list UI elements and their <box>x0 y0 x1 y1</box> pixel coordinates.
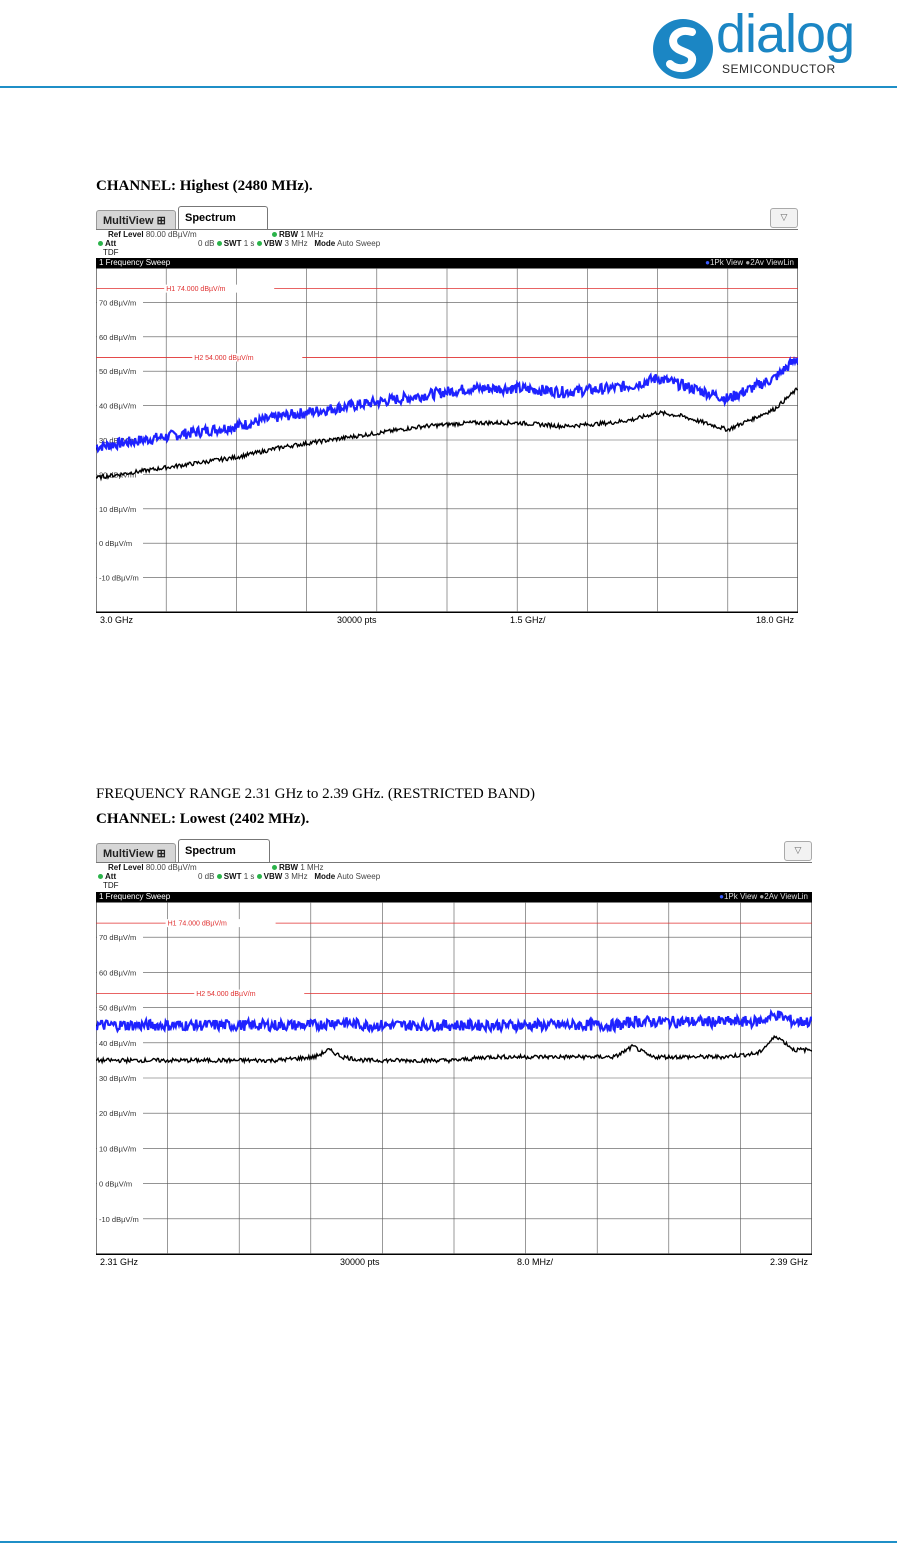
tdf-info: TDF <box>103 248 119 257</box>
x-stop: 18.0 GHz <box>755 615 794 625</box>
att-value: 0 dB SWT 1 s VBW 3 MHz Mode Auto Sweep <box>198 872 381 881</box>
att-info: Att <box>98 872 116 881</box>
trace-av <box>96 387 798 482</box>
sweep-title-bar: 1 Frequency Sweep ●1Pk View ●2Av ViewLin <box>96 258 798 268</box>
trace-av <box>96 1034 812 1065</box>
spectrum-plot-1: 70 dBµV/m60 dBµV/m50 dBµV/m40 dBµV/m30 d… <box>96 268 798 612</box>
logo-subtitle: SEMICONDUCTOR <box>722 62 836 76</box>
tab-multiview[interactable]: MultiView ⊞ <box>96 210 176 230</box>
spectrum-plot-2: 70 dBµV/m 60 dBµV/m 50 dBµV/m 40 dBµV/m 30 d… <box>96 902 812 1254</box>
chart1-channel-caption: CHANNEL: Highest (2480 MHz). <box>96 178 313 194</box>
company-logo: dialog SEMICONDUCTOR <box>652 4 892 80</box>
x-div: 1.5 GHz/ <box>510 615 546 625</box>
chart2-channel-caption: CHANNEL: Lowest (2402 MHz). <box>96 811 310 827</box>
ref-level-info: Ref Level 80.00 dBµV/m <box>108 230 197 239</box>
y-tick-label: 70 dBµV/m <box>99 933 136 942</box>
y-tick-label: 0 dBµV/m <box>99 1180 132 1189</box>
x-div: 8.0 MHz/ <box>517 1257 554 1267</box>
dropdown-button[interactable]: ▽ <box>784 841 812 861</box>
y-tick-label: 40 dBµV/m <box>99 1039 136 1048</box>
y-tick-label: 0 dBµV/m <box>99 539 132 548</box>
y-tick-label: 40 dBµV/m <box>99 402 136 411</box>
y-tick-label: 50 dBµV/m <box>99 367 136 376</box>
y-tick-label: 60 dBµV/m <box>99 333 136 342</box>
footer-rule <box>0 1541 897 1543</box>
tab-spectrum[interactable]: Spectrum <box>178 206 268 230</box>
y-tick-label: 30 dBµV/m <box>99 1074 136 1083</box>
y-tick-label: 20 dBµV/m <box>99 1109 136 1118</box>
y-tick-label: 50 dBµV/m <box>99 1004 136 1013</box>
tab-multiview[interactable]: MultiView ⊞ <box>96 843 176 863</box>
x-axis-footer-2: 2.31 GHz 30000 pts 8.0 MHz/ 2.39 GHz <box>96 1254 812 1269</box>
trace-pk <box>96 355 798 454</box>
sweep-title-bar: 1 Frequency Sweep ●1Pk View ●2Av ViewLin <box>96 892 812 902</box>
att-info: Att <box>98 239 116 248</box>
y-tick-label: -10 dBµV/m <box>99 574 139 583</box>
y-tick-label: 10 dBµV/m <box>99 505 136 514</box>
tab-spectrum[interactable]: Spectrum <box>178 839 270 863</box>
trace-pk <box>96 1008 812 1035</box>
tdf-info: TDF <box>103 881 119 890</box>
dialog-logo-icon <box>653 19 713 79</box>
rbw-info: RBW 1 MHz <box>272 863 323 872</box>
x-start: 2.31 GHz <box>100 1257 139 1267</box>
att-value: 0 dB SWT 1 s VBW 3 MHz Mode Auto Sweep <box>198 239 381 248</box>
y-tick-label: 60 dBµV/m <box>99 968 136 977</box>
limit-label-h1: H1 74.000 dBµV/m <box>168 921 227 928</box>
ref-level-info: Ref Level 80.00 dBµV/m <box>108 863 197 872</box>
chart2-range-caption: FREQUENCY RANGE 2.31 GHz to 2.39 GHz. (R… <box>96 786 536 802</box>
rbw-info: RBW 1 MHz <box>272 230 323 239</box>
x-center: 30000 pts <box>337 615 377 625</box>
limit-label-h1: H1 74.000 dBµV/m <box>166 286 225 293</box>
y-tick-label: -10 dBµV/m <box>99 1215 139 1224</box>
limit-label-h2: H2 54.000 dBµV/m <box>196 991 255 998</box>
dropdown-button[interactable]: ▽ <box>770 208 798 228</box>
logo-wordmark: dialog <box>716 4 855 64</box>
x-stop: 2.39 GHz <box>769 1257 808 1267</box>
limit-label-h2: H2 54.000 dBµV/m <box>194 355 253 362</box>
x-start: 3.0 GHz <box>100 615 134 625</box>
header-rule <box>0 86 897 88</box>
y-tick-label: 70 dBµV/m <box>99 298 136 307</box>
x-center: 30000 pts <box>340 1257 380 1267</box>
y-tick-label: 10 dBµV/m <box>99 1144 136 1153</box>
x-axis-footer-1: 3.0 GHz 30000 pts 1.5 GHz/ 18.0 GHz <box>96 612 798 627</box>
